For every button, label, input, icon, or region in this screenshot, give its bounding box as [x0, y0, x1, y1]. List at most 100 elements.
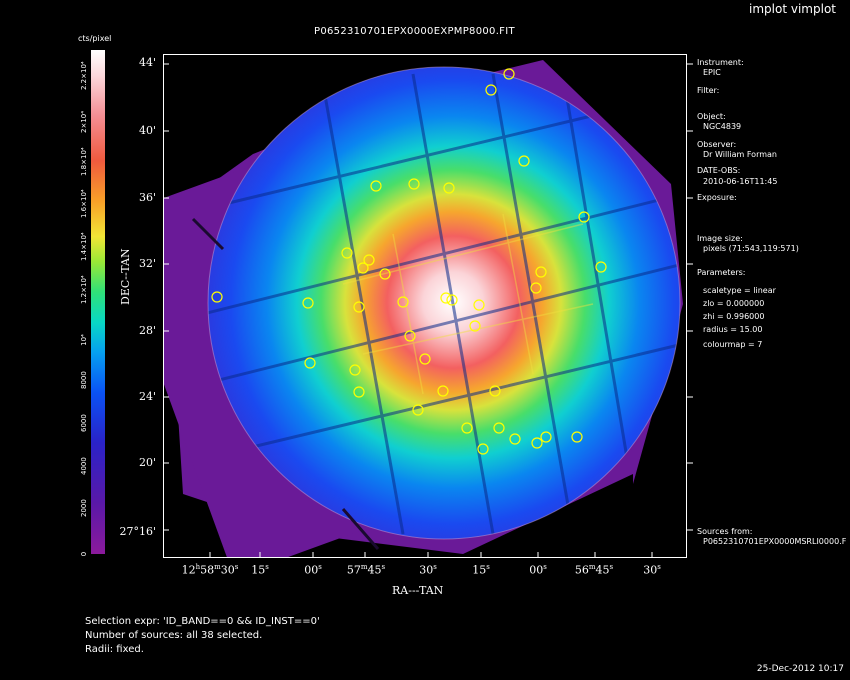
plot-frame: [163, 54, 687, 558]
sources-value: P0652310701EPX0000MSRLI0000.F: [703, 537, 847, 546]
source-circle: [341, 247, 353, 259]
x-tick-label: 15s: [472, 563, 490, 577]
source-circle: [518, 155, 530, 167]
x-tick-label: 30s: [643, 563, 661, 577]
selection-expression: Selection expr: 'ID_BAND==0 && ID_INST==…: [85, 616, 320, 627]
y-axis-title: DEC--TAN: [119, 248, 132, 305]
y-tick-label: 20': [138, 456, 156, 469]
observer-label: Observer:: [697, 140, 737, 149]
instrument-value: EPIC: [703, 68, 721, 77]
source-count: Number of sources: all 38 selected.: [85, 630, 263, 641]
source-circle: [446, 294, 458, 306]
instrument-label: Instrument:: [697, 58, 744, 67]
source-circle: [503, 68, 515, 80]
exposure-map-image: [163, 60, 683, 558]
source-circle: [489, 385, 501, 397]
colorbar-tick-label: 10⁴: [80, 334, 88, 347]
x-tick-label: 15s: [251, 563, 269, 577]
observer-value: Dr William Forman: [703, 150, 777, 159]
source-circle: [535, 266, 547, 278]
source-circle: [353, 301, 365, 313]
y-tick-label: 36': [138, 191, 156, 204]
source-circle: [440, 292, 452, 304]
x-tick-label: 30s: [419, 563, 437, 577]
source-circle: [304, 357, 316, 369]
source-circle: [363, 254, 375, 266]
source-circle: [357, 262, 369, 274]
radii-mode: Radii: fixed.: [85, 644, 144, 655]
source-circle: [379, 268, 391, 280]
source-circle: [443, 182, 455, 194]
image-size-value: pixels (71:543,119:571): [703, 244, 799, 253]
x-tick-label: 00s: [529, 563, 547, 577]
source-circle: [571, 431, 583, 443]
x-tick-label: 56m45s: [574, 563, 614, 577]
colorbar-label: cts/pixel: [78, 34, 112, 43]
y-tick-label: 40': [138, 124, 156, 137]
date-label: DATE-OBS:: [697, 166, 741, 175]
colorbar-tick-label: 2×10⁴: [80, 110, 88, 133]
source-circle: [485, 84, 497, 96]
x-tick-label: 57m45s: [346, 563, 386, 577]
y-tick-label: 28': [138, 324, 156, 337]
colorbar-tick-label: 6000: [80, 414, 88, 432]
app-title: implot vimplot: [749, 2, 836, 16]
source-circle: [408, 178, 420, 190]
x-axis-title: RA---TAN: [392, 584, 444, 597]
source-circles: [211, 68, 607, 455]
colorbar: [91, 50, 105, 554]
y-tick-label: 44': [138, 56, 156, 69]
image-size-label: Image size:: [697, 234, 743, 243]
source-circle: [578, 211, 590, 223]
param-zlo: zlo = 0.000000: [703, 299, 765, 308]
source-circle: [370, 180, 382, 192]
colorbar-tick-label: 2000: [80, 499, 88, 518]
source-circle: [397, 296, 409, 308]
param-zhi: zhi = 0.996000: [703, 312, 765, 321]
param-radius: radius = 15.00: [703, 325, 763, 334]
source-circle: [412, 404, 424, 416]
filter-label: Filter:: [697, 86, 720, 95]
date-value: 2010-06-16T11:45: [703, 177, 778, 186]
colorbar-tick-label: 1.8×10⁴: [80, 146, 88, 176]
source-circle: [469, 320, 481, 332]
source-circle: [493, 422, 505, 434]
source-circle: [461, 422, 473, 434]
parameters-label: Parameters:: [697, 268, 746, 277]
source-circle: [302, 297, 314, 309]
source-circle: [531, 437, 543, 449]
colorbar-tick-label: 1.2×10⁴: [80, 275, 88, 304]
y-tick-label: 24': [138, 390, 156, 403]
colorbar-tick-label: 8000: [80, 371, 88, 390]
source-circle: [530, 282, 542, 294]
sources-label: Sources from:: [697, 527, 753, 536]
source-circle: [404, 330, 416, 342]
source-circle: [540, 431, 552, 443]
source-circle: [509, 433, 521, 445]
plot-title: P0652310701EPX0000EXPMP8000.FIT: [314, 26, 515, 37]
colorbar-tick-label: 2.2×10⁴: [80, 61, 88, 91]
y-tick-label: 32': [138, 257, 156, 270]
source-circle: [419, 353, 431, 365]
source-circle: [353, 386, 365, 398]
object-value: NGC4839: [703, 122, 742, 131]
source-circle: [211, 291, 223, 303]
source-circle: [437, 385, 449, 397]
y-tick-label: 27°16': [119, 525, 156, 538]
colorbar-tick-label: 4000: [80, 456, 88, 475]
colorbar-tick-label: 0: [80, 551, 88, 557]
object-label: Object:: [697, 112, 726, 121]
axis-ticks: [163, 63, 693, 558]
x-tick-label: 12h58m30s: [181, 563, 239, 577]
colorbar-tick-label: 1.4×10⁴: [80, 232, 88, 262]
source-circle: [473, 299, 485, 311]
param-scaletype: scaletype = linear: [703, 286, 776, 295]
source-circle: [595, 261, 607, 273]
param-colourmap: colourmap = 7: [703, 340, 763, 349]
exposure-label: Exposure:: [697, 193, 737, 202]
source-circle: [349, 364, 361, 376]
source-circle: [477, 443, 489, 455]
colorbar-tick-label: 1.6×10⁴: [80, 189, 88, 219]
datestamp: 25-Dec-2012 10:17: [756, 664, 844, 674]
x-tick-label: 00s: [304, 563, 322, 577]
